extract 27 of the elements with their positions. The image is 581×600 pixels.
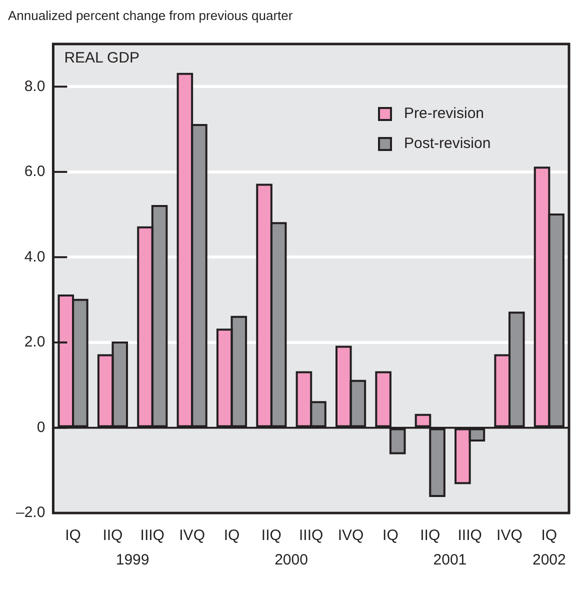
chart-title: REAL GDP — [64, 50, 140, 67]
x-tick-label: IVQ — [179, 527, 205, 544]
x-tick-label: IQ — [541, 527, 558, 544]
x-tick-label: IIQ — [261, 527, 282, 544]
text: 2002 — [532, 552, 566, 569]
x-tick-label: IQ — [224, 527, 240, 544]
x-tick-label: IVQ — [496, 527, 522, 544]
y-axis-title: Annualized percent change from previous quarter — [8, 8, 294, 23]
y-tick-label: –2.0 — [16, 504, 46, 522]
text: 2001 — [433, 552, 467, 569]
y-tick-label: 8.0 — [24, 78, 46, 95]
x-tick-label: IIIQ — [299, 527, 324, 544]
y-tick-label: 0 — [36, 418, 46, 436]
y-tick-label: 6.0 — [24, 163, 46, 180]
x-tick-label: IIIQ — [458, 527, 482, 544]
text: 1999 — [116, 552, 150, 569]
legend-label: Post-revision — [404, 135, 491, 152]
x-tick-label: IIQ — [420, 527, 440, 544]
x-tick-label: IQ — [382, 527, 398, 544]
legend-label: Pre-revision — [404, 105, 484, 122]
x-tick-label: IIIQ — [140, 527, 164, 544]
y-tick-label: 2.0 — [24, 334, 46, 351]
text: 2000 — [274, 552, 308, 569]
x-tick-label: IQ — [65, 527, 81, 544]
y-tick-label: 4.0 — [24, 248, 46, 266]
x-tick-label: IVQ — [338, 527, 364, 544]
x-tick-label: IIQ — [102, 527, 123, 544]
